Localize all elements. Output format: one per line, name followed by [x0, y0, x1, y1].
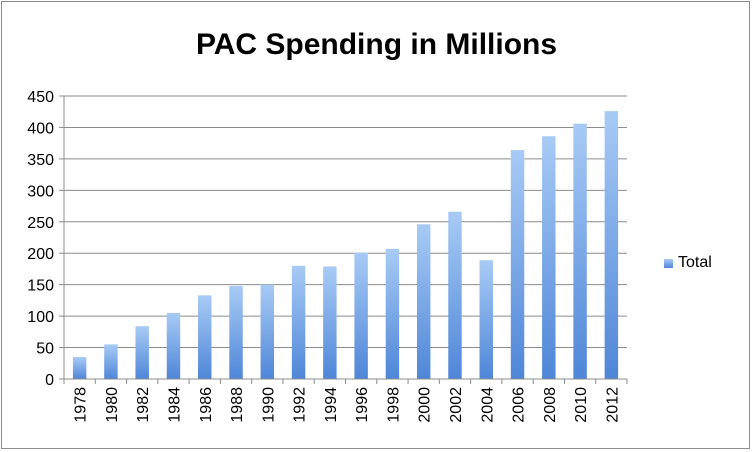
legend: Total	[664, 254, 712, 272]
legend-label: Total	[678, 254, 712, 271]
bar-1986	[198, 295, 212, 379]
bar-1980	[104, 344, 118, 379]
x-tick-label-2002: 2002	[448, 387, 465, 423]
x-tick-label-2010: 2010	[573, 387, 590, 423]
bar-2006	[510, 150, 525, 379]
x-tick-label-1998: 1998	[385, 387, 402, 423]
x-tick-label-1984: 1984	[166, 387, 183, 423]
y-tick-label: 150	[27, 278, 54, 295]
x-tick-label-2000: 2000	[417, 387, 434, 423]
y-tick-label: 300	[27, 183, 54, 200]
y-tick-label: 100	[27, 309, 54, 326]
bar-1978	[72, 356, 87, 379]
x-tick-label-1978: 1978	[73, 387, 90, 423]
x-tick-label-1982: 1982	[135, 387, 152, 423]
x-tick-label-1994: 1994	[323, 387, 340, 423]
bar-1994	[323, 266, 337, 379]
y-tick-label: 0	[45, 372, 54, 389]
bar-2010	[573, 123, 587, 379]
bar-1992	[291, 265, 306, 379]
y-tick-label: 250	[27, 215, 54, 232]
bar-2004	[479, 260, 493, 379]
x-tick-label-1996: 1996	[354, 387, 371, 423]
bar-2008	[542, 136, 556, 379]
x-tick-label-2006: 2006	[511, 387, 528, 423]
x-tick-label-1992: 1992	[292, 387, 309, 423]
x-tick-label-2004: 2004	[479, 387, 496, 423]
bar-1982	[135, 326, 149, 379]
bar-2002	[448, 211, 462, 379]
y-tick-label: 350	[27, 152, 54, 169]
legend-swatch	[664, 258, 673, 268]
y-tick-label: 50	[36, 341, 54, 358]
gridlines	[64, 95, 627, 349]
x-tick-label-1990: 1990	[260, 387, 277, 423]
y-tick-labels: 0 50 100 150 200 250 300 350 400 450	[27, 89, 64, 389]
bar-1996	[354, 252, 368, 379]
bar-1998	[385, 248, 400, 379]
y-tick-label: 400	[27, 120, 54, 137]
x-tick-label-2012: 2012	[604, 387, 621, 423]
chart-title: PAC Spending in Millions	[195, 28, 558, 61]
bar-1988	[229, 285, 243, 379]
bar-2000	[416, 224, 431, 379]
x-tick-label-1980: 1980	[104, 387, 121, 423]
x-tick-label-1986: 1986	[198, 387, 215, 423]
y-tick-label: 200	[27, 246, 54, 263]
y-tick-label: 450	[27, 89, 54, 106]
bar-1984	[166, 312, 181, 379]
x-tick-labels: 1978 1980 1982 1984 1986 1988 1990 1992 1994 1996…	[63, 379, 628, 423]
x-tick-label-2008: 2008	[542, 387, 559, 423]
bar-2012	[604, 111, 619, 380]
bars	[72, 111, 619, 380]
bar-1990	[260, 284, 275, 379]
x-tick-label-1988: 1988	[229, 387, 246, 423]
